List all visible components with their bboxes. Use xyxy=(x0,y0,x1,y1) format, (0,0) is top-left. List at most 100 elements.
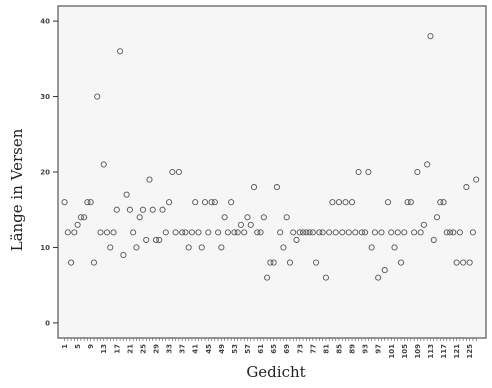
data-point xyxy=(398,259,405,266)
data-point xyxy=(342,199,349,206)
data-point xyxy=(460,259,467,266)
data-point xyxy=(100,161,107,168)
x-tick-label: 65 xyxy=(270,344,278,354)
data-point xyxy=(303,229,310,236)
data-point xyxy=(117,48,124,55)
data-point xyxy=(71,229,78,236)
x-tick-label: 113 xyxy=(427,344,435,359)
data-point xyxy=(110,229,117,236)
data-point xyxy=(188,229,196,236)
x-tick-label: 17 xyxy=(113,344,121,354)
x-tick-label: 41 xyxy=(192,344,200,354)
data-point xyxy=(61,199,68,206)
data-point xyxy=(130,229,137,236)
x-tick-label: 49 xyxy=(218,344,226,354)
data-point xyxy=(345,229,352,236)
data-point xyxy=(81,214,88,221)
x-tick-label: 81 xyxy=(322,344,330,354)
data-point xyxy=(215,229,222,236)
data-point xyxy=(84,199,91,206)
data-point xyxy=(316,229,323,236)
data-point xyxy=(260,214,267,221)
data-point xyxy=(362,229,369,236)
data-point xyxy=(335,199,343,206)
data-point xyxy=(267,259,274,266)
data-point xyxy=(68,259,75,266)
data-point xyxy=(306,229,313,236)
data-point xyxy=(126,206,133,213)
x-tick-label: 105 xyxy=(401,344,409,359)
x-axis-label: Gedicht xyxy=(246,363,305,381)
data-point xyxy=(424,161,431,168)
data-point xyxy=(192,199,199,206)
data-point xyxy=(466,259,473,266)
data-point xyxy=(411,229,418,236)
data-point xyxy=(388,229,395,236)
data-point xyxy=(358,229,365,236)
data-point xyxy=(365,168,372,176)
y-tick-label: 40 xyxy=(40,18,50,26)
data-point xyxy=(450,229,457,236)
data-point xyxy=(149,206,156,213)
data-point xyxy=(195,229,202,236)
data-point xyxy=(443,229,450,236)
x-tick-label: 61 xyxy=(257,344,265,354)
y-tick-label: 30 xyxy=(40,93,50,101)
data-point xyxy=(313,259,320,266)
x-axis: 1 5 9 13 17 21 25 29 33 37 41 45 49 53 57 61 65 69 73 77 81 8… xyxy=(61,338,477,359)
data-point xyxy=(162,229,169,236)
data-point xyxy=(332,229,339,236)
x-tick-label: 69 xyxy=(283,344,291,354)
x-tick-label: 5 xyxy=(74,344,82,349)
data-point xyxy=(427,33,434,40)
data-point xyxy=(352,229,359,236)
data-point xyxy=(326,229,333,236)
x-tick-label: 77 xyxy=(309,344,317,354)
data-point xyxy=(169,168,176,176)
data-point xyxy=(456,229,463,236)
data-point xyxy=(401,229,408,236)
x-tick-label: 101 xyxy=(388,344,396,359)
data-point xyxy=(172,229,179,236)
data-point xyxy=(417,229,424,236)
x-tick-label: 125 xyxy=(466,344,474,359)
data-point xyxy=(355,168,362,176)
data-point xyxy=(375,274,382,281)
x-tick-label: 53 xyxy=(231,344,239,354)
data-point xyxy=(473,176,480,183)
data-point xyxy=(257,229,264,236)
data-point xyxy=(430,236,437,243)
data-point xyxy=(440,199,447,206)
data-point xyxy=(156,236,163,243)
data-point xyxy=(198,244,205,251)
data-point xyxy=(94,93,101,100)
data-point xyxy=(120,251,127,259)
data-point xyxy=(87,199,94,206)
data-point xyxy=(218,244,225,251)
data-point xyxy=(211,199,218,206)
x-tick-label: 45 xyxy=(205,344,213,354)
data-point xyxy=(283,214,290,221)
data-point xyxy=(254,229,261,236)
data-point xyxy=(378,229,385,236)
data-point xyxy=(469,229,476,236)
x-tick-label: 25 xyxy=(139,344,147,354)
data-point xyxy=(103,229,111,236)
data-point xyxy=(368,244,375,251)
data-point xyxy=(175,168,182,176)
data-point xyxy=(179,229,186,236)
data-point xyxy=(74,221,81,228)
x-tick-label: 93 xyxy=(362,344,370,354)
x-tick-label: 97 xyxy=(375,344,383,354)
data-point xyxy=(241,229,248,236)
data-point xyxy=(224,229,231,236)
data-point xyxy=(371,229,378,236)
data-point xyxy=(133,244,140,251)
data-point xyxy=(394,229,401,236)
x-tick-label: 1 xyxy=(61,344,69,349)
x-tick-label: 109 xyxy=(414,344,422,359)
data-point xyxy=(182,229,189,236)
y-axis-label: Länge in Versen xyxy=(8,128,26,251)
data-point xyxy=(348,199,356,206)
